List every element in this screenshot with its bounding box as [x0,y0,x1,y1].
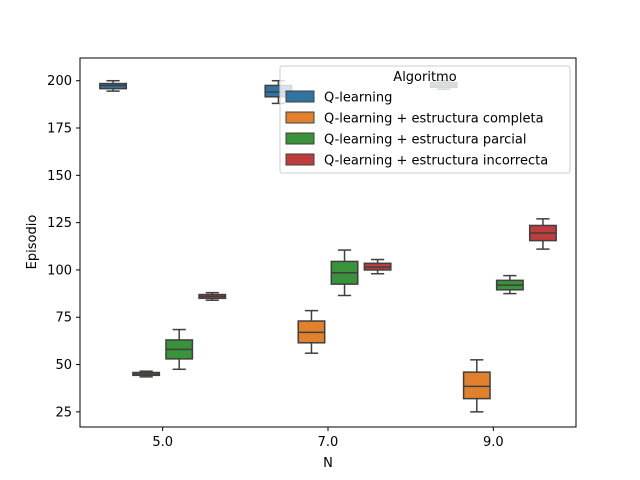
legend: Algoritmo Q-learning Q-learning + estruct… [279,65,571,174]
x-tick-label: 7.0 [318,435,339,450]
x-tick-label: 5.0 [152,435,173,450]
x-axis: 5.0 7.0 9.0 [152,427,504,450]
y-tick-label: 75 [55,311,72,326]
box-iqr [462,371,491,400]
box-plot-item [363,258,392,275]
box-plot-item [495,274,524,295]
legend-swatch [285,90,315,103]
y-axis-label: Episodio [25,215,40,270]
box-plot-item [198,291,227,301]
box-plot-item [165,328,194,371]
legend-label: Q-learning + estructura parcial [324,133,526,148]
y-tick-label: 200 [47,74,72,89]
y-tick-label: 125 [47,216,72,231]
y-tick-label: 100 [47,263,72,278]
legend-frame [279,65,571,174]
box-plot-item [330,249,359,297]
legend-label: Q-learning + estructura incorrecta [324,154,548,169]
y-axis: 25 50 75 100 125 150 175 200 [47,74,80,420]
legend-swatch [285,111,315,124]
box-plot-item [297,309,326,354]
y-tick-label: 150 [47,169,72,184]
x-tick-label: 9.0 [483,435,504,450]
x-axis-label: N [323,456,333,471]
y-tick-label: 175 [47,122,72,137]
legend-swatch [285,153,315,166]
box-plot-item [462,359,491,413]
legend-label: Q-learning + estructura completa [324,112,544,127]
legend-title: Algoritmo [393,70,456,85]
box-plot-item [132,370,161,378]
legend-swatch [285,132,315,145]
y-tick-label: 50 [55,358,72,373]
y-tick-label: 25 [55,405,72,420]
box-plot-item [528,218,557,250]
legend-label: Q-learning [324,91,392,106]
box-plot-item [99,79,128,92]
